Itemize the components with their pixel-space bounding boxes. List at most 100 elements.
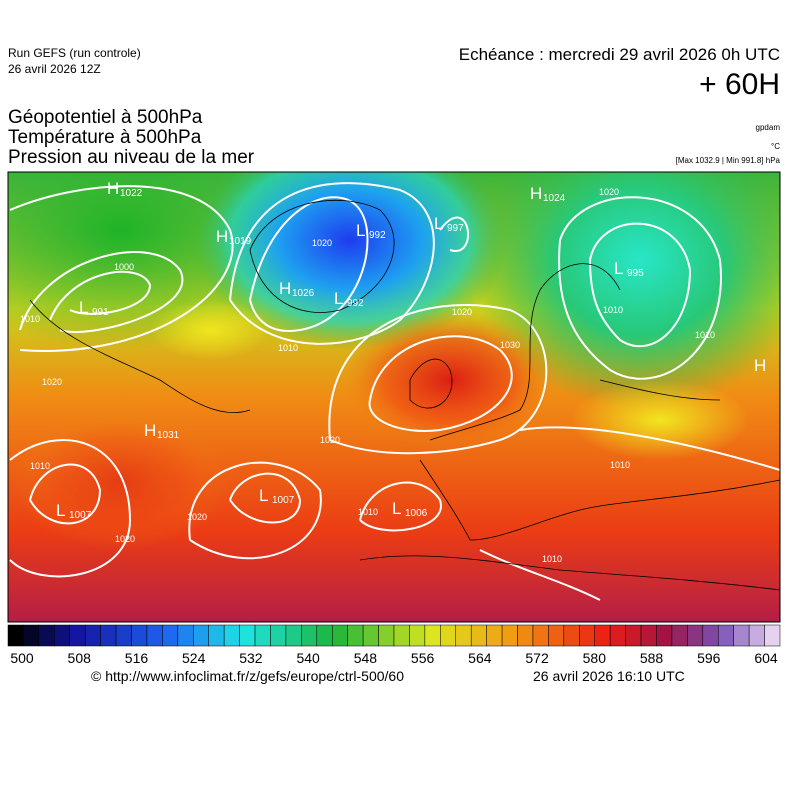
pressure-center-letter: L (392, 499, 401, 518)
colorbar-tick-label: 524 (182, 650, 206, 666)
pressure-center-letter: H (279, 279, 291, 298)
colorbar-swatch (208, 624, 225, 647)
pressure-center-value: 992 (347, 298, 364, 309)
isobar-label: 1020 (452, 307, 472, 317)
colorbar-swatch (316, 624, 333, 647)
isobar-label: 1020 (320, 435, 340, 445)
field-title: Pression au niveau de la mer (8, 147, 255, 168)
pressure-center-value: 991 (92, 307, 109, 318)
colorbar-swatch (594, 624, 611, 647)
colorbar-swatch (563, 624, 580, 647)
colorbar-swatch (301, 624, 318, 647)
colorbar-swatch (239, 624, 256, 647)
pressure-center-value: 1019 (229, 236, 252, 247)
pressure-center-letter: H (107, 179, 119, 198)
isobars (9, 182, 780, 601)
pressure-center-value: 997 (447, 223, 464, 234)
map-frame (7, 171, 781, 623)
colorbar-swatch (517, 624, 534, 647)
isobar-label: 1010 (542, 554, 562, 564)
colorbar-swatch (7, 624, 24, 647)
pressure-center-value: 1007 (272, 495, 295, 506)
run-date: 26 avril 2026 12Z (8, 62, 101, 76)
colorbar-swatch (409, 624, 426, 647)
colorbar-swatch (548, 624, 565, 647)
colorbar-swatch (362, 624, 379, 647)
colorbar-swatch (69, 624, 86, 647)
colorbar-swatch (193, 624, 209, 647)
colorbar-swatch (687, 624, 704, 647)
pressure-center-letter: L (434, 214, 443, 233)
field-title: Géopotentiel à 500hPa (8, 107, 203, 128)
isobar-label: 1010 (30, 461, 50, 471)
colorbar-swatch (609, 624, 626, 647)
pressure-center-letter: H (144, 421, 156, 440)
pressure-center-letter: L (259, 486, 268, 505)
isobar-label: 1020 (115, 534, 135, 544)
colorbar-tick-label: 604 (754, 650, 778, 666)
pressure-center-letter: L (56, 501, 65, 520)
colorbar-swatch (223, 624, 240, 647)
unit-label: °C (771, 142, 780, 151)
colorbar-tick-label: 500 (10, 650, 34, 666)
map-field (8, 172, 780, 622)
pressure-center-letter: L (614, 259, 623, 278)
colorbar-swatch (671, 624, 688, 647)
pressure-center-letter: H (216, 227, 228, 246)
colorbar-swatch (54, 624, 71, 647)
generated-time: 26 avril 2026 16:10 UTC (533, 668, 685, 684)
colorbar-tick-label: 540 (296, 650, 320, 666)
colorbar-swatch (285, 624, 302, 647)
pressure-center-value: 1024 (543, 193, 566, 204)
isobar-label: 1010 (20, 314, 40, 324)
isobar-label: 1020 (187, 512, 207, 522)
colorbar-swatch (162, 624, 179, 647)
pressure-range: [Max 1032.9 | Min 991.8] hPa (675, 156, 780, 165)
colorbar-swatch (579, 624, 595, 647)
colorbar-swatch (440, 624, 457, 647)
colorbar-tick-label: 508 (68, 650, 92, 666)
colorbar-swatch (23, 624, 40, 647)
colorbar-swatch (717, 624, 734, 647)
pressure-center-value: 995 (627, 268, 644, 279)
colorbar-swatch (177, 624, 194, 647)
colorbar-swatch (347, 624, 364, 647)
colorbar-swatch (38, 624, 55, 647)
colorbar-swatch (270, 624, 287, 647)
colorbar-tick-label: 564 (468, 650, 492, 666)
colorbar-tick-label: 548 (354, 650, 378, 666)
colorbar-tick-label: 572 (525, 650, 549, 666)
colorbar-swatch (254, 624, 271, 647)
colorbar-swatch (656, 624, 673, 647)
colorbar-swatch (424, 624, 441, 647)
colorbar-tick-label: 580 (583, 650, 607, 666)
colorbar-swatch (131, 624, 148, 647)
pressure-center-letter: L (79, 298, 88, 317)
pressure-center-value: 992 (369, 230, 386, 241)
colorbar-tick-label: 556 (411, 650, 435, 666)
colorbar-swatch (625, 624, 642, 647)
colorbar-tick-label: 596 (697, 650, 721, 666)
isobar-label: 1000 (114, 262, 134, 272)
pressure-center-letter: L (334, 289, 343, 308)
colorbar-swatch (146, 624, 163, 647)
pressure-center-value: 1031 (157, 430, 180, 441)
colorbar-swatch (115, 624, 132, 647)
colorbar-swatch (501, 624, 518, 647)
colorbar-swatch (470, 624, 487, 647)
colorbar-tick-label: 532 (239, 650, 263, 666)
pressure-center-letter: H (530, 184, 542, 203)
colorbar-swatch (331, 624, 348, 647)
colorbar-swatch (640, 624, 657, 647)
field-title: Température à 500hPa (8, 127, 202, 148)
pressure-center-value: 1006 (405, 508, 428, 519)
pressure-center-letter: L (356, 221, 365, 240)
isobar-label: 1020 (599, 187, 619, 197)
coastlines (29, 200, 780, 591)
isobar-label: 1010 (278, 343, 298, 353)
isobar-label: 1010 (358, 507, 378, 517)
colorbar-tick-label: 516 (125, 650, 149, 666)
unit-label: gpdam (755, 123, 780, 132)
